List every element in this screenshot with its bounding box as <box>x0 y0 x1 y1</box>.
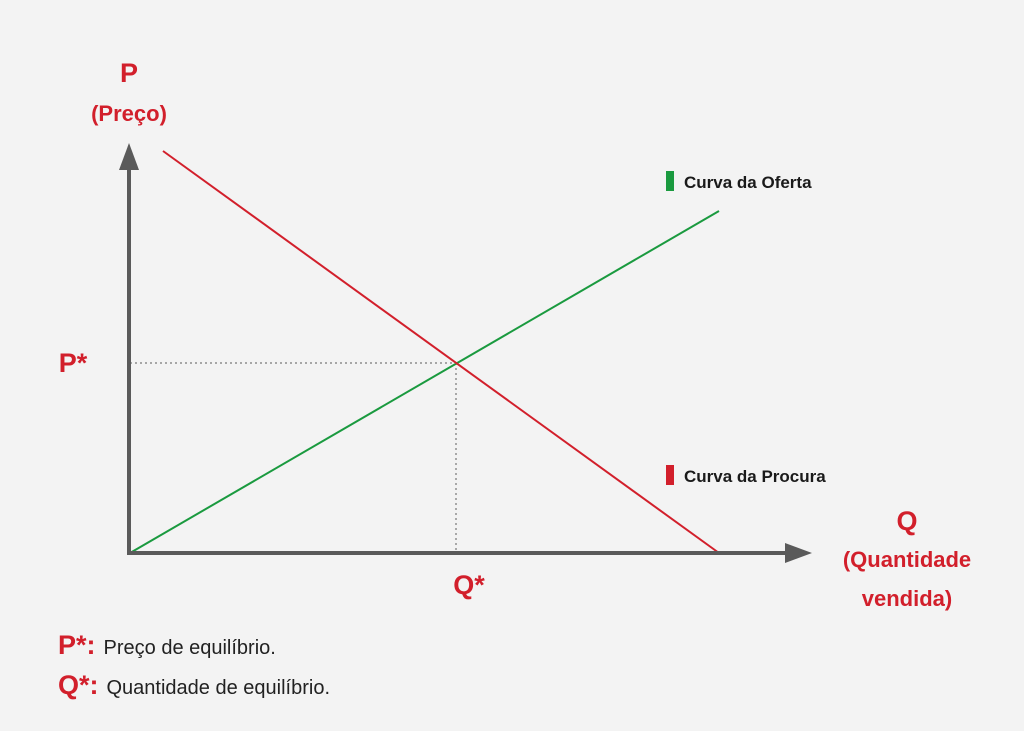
y-axis-sublabel: (Preço) <box>91 101 167 126</box>
demand-legend-swatch <box>666 465 674 485</box>
supply-legend-swatch <box>666 171 674 191</box>
demand-curve <box>162 150 720 554</box>
x-axis-label: Q <box>896 506 917 536</box>
demand-legend-label: Curva da Procura <box>684 467 826 486</box>
y-axis-label: P <box>120 58 138 88</box>
p-star-note-text: Preço de equilíbrio. <box>103 637 276 659</box>
supply-legend-label: Curva da Oferta <box>684 173 812 192</box>
q-star-note-text: Quantidade de equilíbrio. <box>106 677 331 699</box>
p-star-note-key: P*: <box>58 630 96 660</box>
q-star-note-key: Q*: <box>58 670 99 700</box>
q-star-label: Q* <box>453 570 485 600</box>
x-axis-sublabel-line1: (Quantidade <box>843 547 971 572</box>
supply-curve <box>129 210 720 554</box>
arrow-up-icon <box>119 143 139 170</box>
arrow-right-icon <box>785 543 812 563</box>
p-star-note: P*: Preço de equilíbrio. <box>58 630 276 661</box>
p-star-label: P* <box>59 348 88 378</box>
x-axis-sublabel-line2: vendida) <box>862 586 952 611</box>
q-star-note: Q*: Quantidade de equilíbrio. <box>58 670 330 701</box>
